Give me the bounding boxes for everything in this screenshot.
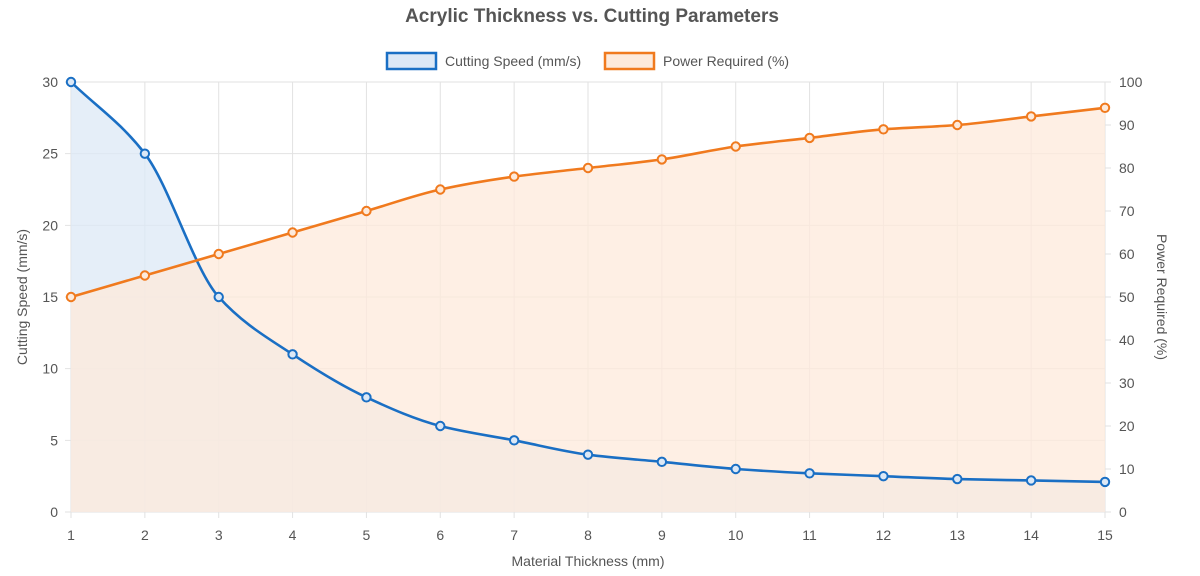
point-cutting-speed[interactable] <box>582 449 594 460</box>
point-cutting-speed[interactable] <box>1099 476 1111 488</box>
y2-tick-label: 70 <box>1119 203 1135 219</box>
point-power-required[interactable] <box>952 119 963 131</box>
x-tick-label: 14 <box>1023 527 1039 543</box>
x-tick-label: 4 <box>289 527 297 543</box>
y-tick-label: 10 <box>42 361 58 377</box>
y2-axis-title: Power Required (%) <box>1154 234 1170 360</box>
point-cutting-speed[interactable] <box>804 468 815 479</box>
x-tick-label: 8 <box>584 527 592 543</box>
y2-tick-label: 100 <box>1119 74 1143 90</box>
legend-swatch-power-required <box>603 51 656 71</box>
y-tick-label: 5 <box>50 432 58 448</box>
point-power-required[interactable] <box>361 205 372 217</box>
x-tick-label: 3 <box>215 527 223 543</box>
point-power-required[interactable] <box>1025 111 1037 122</box>
point-cutting-speed[interactable] <box>65 76 77 88</box>
legend-label-cutting-speed: Cutting Speed (mm/s) <box>445 53 581 69</box>
point-cutting-speed[interactable] <box>435 420 446 432</box>
point-cutting-speed[interactable] <box>287 349 298 360</box>
series-points <box>65 76 1111 488</box>
point-power-required[interactable] <box>435 184 446 195</box>
point-power-required[interactable] <box>213 248 224 260</box>
point-cutting-speed[interactable] <box>508 435 520 446</box>
point-power-required[interactable] <box>804 132 815 144</box>
point-power-required[interactable] <box>730 141 741 152</box>
tick-labels: 1 2 3 4 5 6 7 8 9 10 11 12 13 14 150510152025300102030… <box>42 74 1142 543</box>
y2-tick-label: 90 <box>1119 117 1135 133</box>
y-tick-label: 20 <box>42 217 58 233</box>
legend-item-power-required[interactable]: Power Required (%) <box>603 51 789 71</box>
y-tick-label: 25 <box>42 146 58 162</box>
point-cutting-speed[interactable] <box>213 291 224 303</box>
x-axis-title: Material Thickness (mm) <box>512 553 665 569</box>
chart-title: Acrylic Thickness vs. Cutting Parameters <box>405 6 779 27</box>
x-tick-label: 11 <box>802 527 817 543</box>
point-cutting-speed[interactable] <box>139 148 151 159</box>
point-power-required[interactable] <box>508 171 520 182</box>
point-power-required[interactable] <box>582 162 594 174</box>
point-cutting-speed[interactable] <box>878 470 889 482</box>
point-power-required[interactable] <box>878 124 889 135</box>
legend-label-power-required: Power Required (%) <box>663 53 789 69</box>
y2-tick-label: 60 <box>1119 246 1135 262</box>
legend: Cutting Speed (mm/s) Power Required (%) <box>385 51 789 71</box>
x-tick-label: 5 <box>363 527 371 543</box>
x-tick-label: 7 <box>510 527 518 543</box>
y-tick-label: 15 <box>42 289 58 305</box>
y2-tick-label: 30 <box>1119 375 1135 391</box>
x-tick-label: 12 <box>876 527 892 543</box>
point-power-required[interactable] <box>65 291 77 303</box>
point-power-required[interactable] <box>139 270 151 281</box>
x-tick-label: 13 <box>949 527 965 543</box>
point-power-required[interactable] <box>1099 102 1111 114</box>
point-cutting-speed[interactable] <box>361 392 372 403</box>
x-tick-label: 9 <box>658 527 666 543</box>
y2-tick-label: 20 <box>1119 418 1135 434</box>
area-power-required <box>71 107 1105 513</box>
point-cutting-speed[interactable] <box>730 463 741 475</box>
y-axis-title: Cutting Speed (mm/s) <box>14 229 30 365</box>
point-cutting-speed[interactable] <box>656 456 668 468</box>
legend-swatch-cutting-speed <box>385 51 438 71</box>
x-tick-label: 6 <box>436 527 444 543</box>
point-power-required[interactable] <box>656 154 668 165</box>
legend-item-cutting-speed[interactable]: Cutting Speed (mm/s) <box>385 51 581 71</box>
point-cutting-speed[interactable] <box>1025 475 1037 486</box>
y2-tick-label: 50 <box>1119 289 1135 305</box>
point-power-required[interactable] <box>287 227 298 238</box>
x-tick-label: 10 <box>728 527 744 543</box>
y2-tick-label: 80 <box>1119 160 1135 176</box>
x-tick-label: 1 <box>67 527 75 543</box>
y2-tick-label: 0 <box>1119 504 1127 520</box>
y2-tick-label: 40 <box>1119 332 1135 348</box>
point-cutting-speed[interactable] <box>952 473 963 485</box>
y2-tick-label: 10 <box>1119 461 1135 477</box>
x-tick-label: 15 <box>1097 527 1113 543</box>
y-tick-label: 30 <box>42 74 58 90</box>
y-tick-label: 0 <box>50 504 58 520</box>
series-areas <box>71 82 1105 513</box>
x-tick-label: 2 <box>141 527 149 543</box>
